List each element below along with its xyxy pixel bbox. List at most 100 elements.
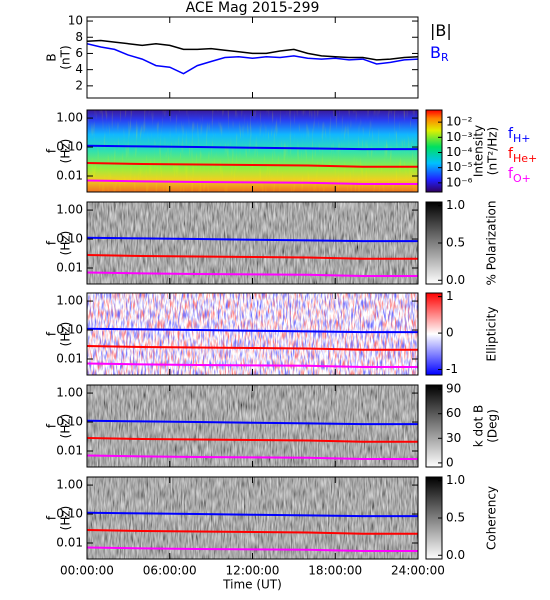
- y-tick-label: 1.00: [56, 203, 83, 217]
- colorbar-tick-label: 10⁻³: [446, 130, 473, 144]
- y-tick-label: 0.10: [56, 507, 83, 521]
- y-tick-label: 8: [75, 30, 83, 44]
- y-tick-label: 0.01: [56, 260, 83, 274]
- x-tick-label: 24:00:00: [391, 564, 445, 578]
- y-tick-label: 1.00: [56, 478, 83, 492]
- series-line: [87, 236, 418, 243]
- colorbar-tick-label: -1: [446, 362, 458, 376]
- colorbar-tick-label: 1.0: [446, 473, 465, 487]
- colorbar-tick-label: 0.5: [446, 236, 465, 250]
- colorbar-tick-label: 90: [446, 382, 461, 396]
- y-tick-label: 0.10: [56, 232, 83, 246]
- legend-label: fHe+: [508, 146, 537, 165]
- y-axis-label: f: [45, 423, 59, 428]
- x-tick-label: 00:00:00: [60, 564, 114, 578]
- spectrogram-texture: [87, 293, 418, 375]
- y-tick-label: 0.01: [56, 351, 83, 365]
- colorbar-label: (nT²/Hz): [486, 127, 500, 175]
- legend-name: B: [430, 43, 441, 62]
- colorbar: [425, 292, 443, 376]
- legend-label: fO+: [508, 166, 531, 185]
- colorbar-label: Coherency: [485, 486, 499, 550]
- y-tick-label: 0.01: [56, 168, 83, 182]
- series-line: [87, 327, 418, 334]
- y-axis-label: B: [45, 53, 59, 61]
- series-line: [87, 454, 418, 460]
- y-tick-label: 1.00: [56, 111, 83, 125]
- series-line: [87, 362, 418, 368]
- x-tick-label: 12:00:00: [226, 564, 280, 578]
- spectrogram-texture: [87, 202, 418, 284]
- legend-label: BR: [430, 43, 449, 65]
- series-line: [87, 254, 418, 260]
- series-line: [87, 419, 418, 426]
- y-tick-label: 10: [68, 14, 83, 28]
- colorbar-label: Intensity: [472, 125, 486, 177]
- legend-name: |B|: [430, 21, 452, 40]
- y-axis-label: (Hz): [59, 322, 73, 347]
- series-line: [87, 529, 418, 535]
- y-tick-label: 6: [75, 46, 83, 60]
- colorbar-tick-label: 30: [446, 431, 461, 445]
- colorbar-label: Ellipticity: [485, 307, 499, 362]
- colorbar-tick-label: 10⁻²: [446, 115, 473, 129]
- y-axis-label: f: [45, 240, 59, 245]
- colorbar-tick-label: 0.0: [446, 548, 465, 562]
- y-tick-label: 1.00: [56, 386, 83, 400]
- series-line: [87, 179, 418, 185]
- y-axis-label: (Hz): [59, 139, 73, 164]
- colorbar-label: (Deg): [486, 409, 500, 443]
- legend-name: f: [508, 166, 514, 182]
- x-axis-label: Time (UT): [222, 578, 282, 592]
- spectrogram-texture: [87, 477, 418, 559]
- y-tick-label: 2: [75, 78, 83, 92]
- series-line: [87, 511, 418, 518]
- y-tick-label: 0.10: [56, 323, 83, 337]
- y-tick-label: 1.00: [56, 294, 83, 308]
- y-axis-label: (nT): [59, 45, 73, 69]
- spectrogram-texture: [87, 385, 418, 467]
- legend-subscript: R: [441, 51, 449, 64]
- y-axis-label: f: [45, 515, 59, 520]
- chart-title: ACE Mag 2015-299: [186, 0, 320, 16]
- colorbar-tick-label: 0.5: [446, 511, 465, 525]
- colorbar-label: % Polarization: [485, 201, 499, 286]
- legend-subscript: O+: [513, 172, 531, 185]
- series-line: [87, 271, 418, 277]
- colorbar: [425, 109, 443, 193]
- colorbar-tick-label: 0: [446, 455, 454, 469]
- series-line: [87, 437, 418, 443]
- y-tick-label: 0.01: [56, 535, 83, 549]
- y-tick-label: 4: [75, 62, 83, 76]
- y-axis-label: (Hz): [59, 506, 73, 531]
- colorbar-tick-label: 10⁻⁴: [446, 145, 473, 159]
- colorbar-label: k dot B: [472, 405, 486, 447]
- series-line: [87, 345, 418, 351]
- series-line: [87, 144, 418, 151]
- series-line: [87, 546, 418, 552]
- x-tick-label: 18:00:00: [308, 564, 362, 578]
- colorbar-tick-label: 10⁻⁶: [446, 175, 473, 189]
- series-line: [87, 42, 418, 75]
- y-axis-label: f: [45, 148, 59, 153]
- legend-name: f: [508, 126, 514, 142]
- y-tick-label: 0.01: [56, 443, 83, 457]
- colorbar-tick-label: 60: [446, 406, 461, 420]
- y-tick-label: 0.10: [56, 415, 83, 429]
- legend-label: |B|: [430, 21, 452, 40]
- colorbar: [425, 384, 443, 468]
- y-axis-label: f: [45, 331, 59, 336]
- y-tick-label: 0.10: [56, 140, 83, 154]
- colorbar-tick-label: 1.0: [446, 198, 465, 212]
- legend-subscript: He+: [513, 152, 537, 165]
- legend-label: fH+: [508, 126, 530, 145]
- legend-subscript: H+: [513, 132, 531, 145]
- series-line: [87, 162, 418, 168]
- legend-name: f: [508, 146, 514, 162]
- y-axis-label: (Hz): [59, 414, 73, 439]
- x-tick-label: 06:00:00: [143, 564, 197, 578]
- series-line: [87, 39, 418, 61]
- colorbar-tick-label: 1: [446, 289, 454, 303]
- colorbar-tick-label: 10⁻⁵: [446, 160, 473, 174]
